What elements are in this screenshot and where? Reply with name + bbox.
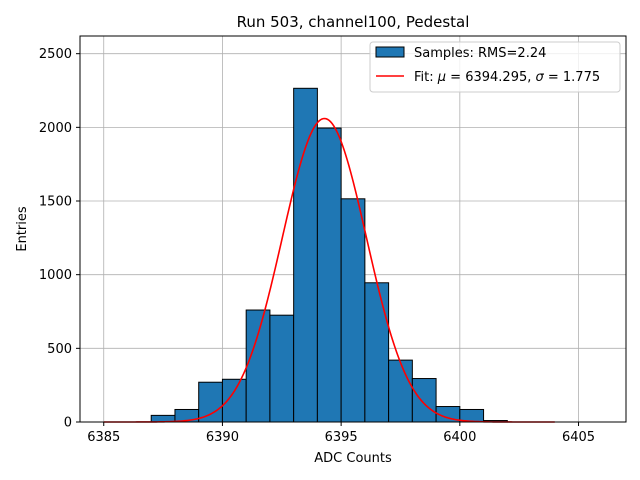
legend-box (369, 41, 621, 93)
y-axis-label: Entries (15, 206, 30, 252)
y-tick-label: 0 (64, 416, 72, 431)
x-tick-label: 6400 (443, 430, 476, 445)
y-tick-label: 1500 (39, 195, 72, 210)
legend-fit-sigma-value: = 1.775 (544, 70, 600, 85)
legend-sigma-symbol: σ (536, 70, 545, 85)
histogram-bar (340, 198, 366, 423)
legend-fit-label: Fit: μ = 6394.295, σ = 1.775 (414, 70, 600, 85)
histogram-bar (388, 359, 413, 423)
y-tick-label: 2000 (39, 121, 72, 136)
histogram-bar (221, 378, 247, 423)
legend-samples-label: Samples: RMS=2.24 (414, 46, 546, 61)
legend-samples-swatch (375, 46, 405, 58)
axis-ticks: 6385 6390 6395 6400 6405 0 500 1000 1500 2000 2500 (39, 47, 595, 445)
x-tick-label: 6390 (206, 430, 239, 445)
legend-fit-prefix: Fit: (414, 70, 438, 85)
x-axis-label: ADC Counts (314, 451, 392, 466)
histogram-bar (364, 282, 390, 423)
legend-fit-mu-value: = 6394.295, (446, 70, 535, 85)
legend: Samples: RMS=2.24 Fit: μ = 6394.295, σ =… (369, 41, 621, 93)
y-tick-label: 2500 (39, 47, 72, 62)
y-tick-label: 500 (47, 342, 72, 357)
legend-mu-symbol: μ (437, 70, 446, 85)
x-tick-label: 6385 (87, 430, 120, 445)
plot-frame (79, 35, 627, 423)
histogram-bars (150, 87, 508, 423)
histogram-bar (316, 127, 342, 423)
histogram-bar (411, 378, 437, 423)
chart-title: Run 503, channel100, Pedestal (237, 13, 470, 31)
histogram-bar (269, 314, 295, 423)
x-tick-label: 6405 (562, 430, 595, 445)
histogram-bar (198, 381, 223, 423)
histogram-bar (293, 87, 318, 423)
x-tick-label: 6395 (325, 430, 358, 445)
y-tick-label: 1000 (39, 268, 72, 283)
histogram-bar (245, 309, 271, 423)
